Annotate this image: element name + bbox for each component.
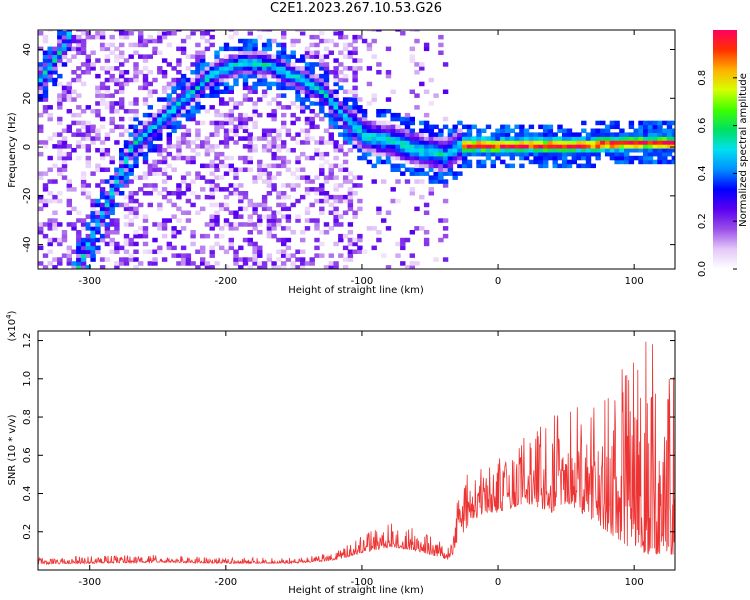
snr-frame [37,330,676,571]
x-tick-label: 100 [625,577,644,588]
snr-panel: -300 -200 -100 0 100 0.2 0.4 0.6 0.8 1.0 1.2 Heig… [5,310,676,596]
x-tick-label: 0 [495,276,501,287]
x-tick-label: -100 [351,577,374,588]
colorbar-tick-label: 0.8 [697,70,708,86]
y-tick-label: 0.6 [22,447,33,463]
x-tick-label: 0 [495,577,501,588]
heatmap-x-axis-label: Height of straight line (km) [288,285,424,296]
y-tick-label: 20 [22,92,33,105]
chart-title: C2E1.2023.267.10.53.G26 [269,1,443,16]
x-tick-label: 100 [625,276,644,287]
colorbar: 0.0 0.2 0.4 0.6 0.8 Normalized spectral ampl… [697,30,749,277]
colorbar-tick-label: 0.0 [697,261,708,277]
colorbar-ticks: 0.0 0.2 0.4 0.6 0.8 [697,70,737,277]
x-tick-label: -100 [351,276,374,287]
snr-x-ticks: -300 -200 -100 0 100 [78,331,644,588]
y-tick-label: 1.2 [22,333,33,349]
y-tick-label: 0.2 [22,524,33,540]
y-tick-label: 1.0 [22,371,33,387]
snr-y-ticks: 0.2 0.4 0.6 0.8 1.0 1.2 [22,333,675,540]
snr-y-axis-label: SNR (10 * v/v) [7,414,18,485]
colorbar-gradient [713,30,737,269]
heatmap-y-ticks: -40 -20 0 20 40 [22,43,675,253]
x-tick-label: -200 [214,577,237,588]
heatmap-x-ticks: -300 -200 -100 0 100 [78,30,644,287]
heatmap-y-axis-label: Frequency (Hz) [7,112,18,188]
snr-y-multiplier: (x104) [5,310,18,341]
y-tick-label: -40 [22,236,33,252]
y-tick-label: 0.8 [22,409,33,425]
colorbar-tick-label: 0.2 [697,213,708,229]
x-tick-label: -300 [78,577,101,588]
heatmap-cells [38,30,675,269]
y-tick-label: 40 [22,43,33,56]
snr-series-line [38,341,675,566]
x-tick-label: -300 [78,276,101,287]
y-tick-label: 0.4 [22,486,33,502]
heatmap-frame [37,29,676,270]
colorbar-tick-label: 0.4 [697,165,708,181]
y-tick-label: 0 [22,144,33,150]
snr-x-axis-label: Height of straight line (km) [288,585,424,596]
y-tick-label: -20 [22,188,33,204]
colorbar-label: Normalized spectral amplitude [738,73,749,227]
x-tick-label: -200 [214,276,237,287]
colorbar-tick-label: 0.6 [697,118,708,134]
